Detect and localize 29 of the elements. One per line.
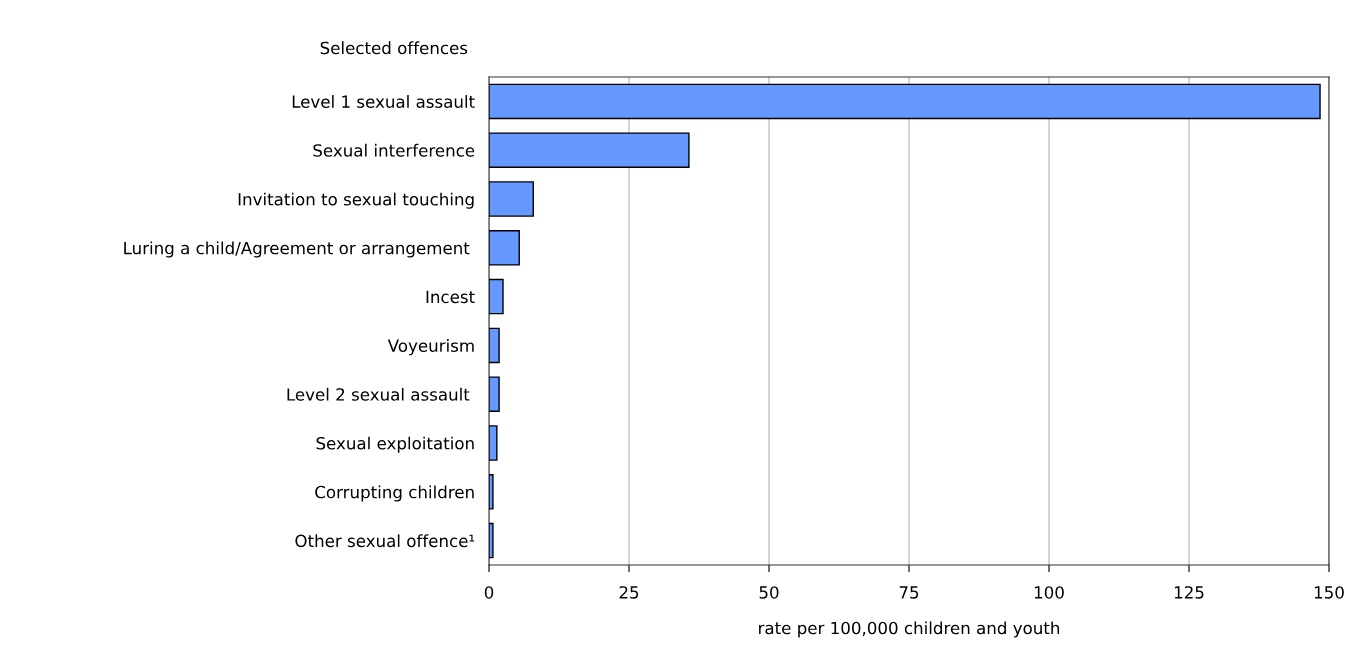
- y-tick-label: Invitation to sexual touching: [238, 192, 474, 209]
- x-tick-label: 125: [1174, 586, 1204, 599]
- bar: [489, 181, 534, 217]
- bar: [489, 376, 500, 412]
- bar: [489, 327, 500, 364]
- bar: [489, 522, 494, 559]
- x-tick-label: 50: [759, 586, 779, 599]
- x-tick-label: 75: [899, 586, 919, 599]
- y-tick-label: Corrupting children: [315, 485, 474, 502]
- y-tick-label: Voyeurism: [387, 339, 474, 356]
- y-tick-label: Other sexual offence¹: [295, 534, 475, 548]
- y-tick-label: Sexual exploitation: [316, 436, 474, 453]
- bar: [489, 230, 520, 266]
- y-tick-label: Sexual interference: [313, 143, 475, 157]
- y-axis-title: Selected offences: [320, 41, 468, 55]
- bar: [489, 278, 504, 315]
- x-tick-label: 150: [1314, 586, 1344, 599]
- x-axis-title: rate per 100,000 children and youth: [759, 621, 1060, 638]
- y-tick-label: Luring a child/Agreement or arrangement: [124, 241, 470, 258]
- y-tick-label: Incest: [426, 290, 475, 304]
- bar: [489, 132, 690, 168]
- x-tick-label: 25: [619, 586, 639, 599]
- x-tick-label: 100: [1034, 586, 1064, 599]
- y-tick-label: Level 2 sexual assault: [287, 387, 470, 401]
- x-tick-label: 0: [484, 586, 494, 599]
- bar: [489, 474, 494, 510]
- bar: [489, 83, 1321, 120]
- y-tick-label: Level 1 sexual assault: [292, 95, 475, 108]
- bar: [489, 425, 498, 461]
